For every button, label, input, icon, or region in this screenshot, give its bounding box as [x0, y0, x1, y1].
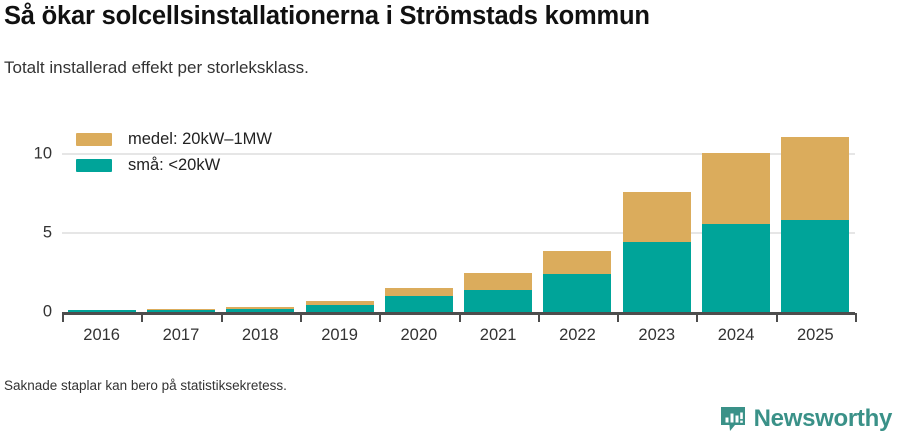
- bar-segment[interactable]: [384, 296, 453, 312]
- x-axis-tick-mark: [855, 313, 857, 322]
- bar-segment[interactable]: [781, 137, 850, 220]
- y-axis-tick-label: 10: [33, 144, 52, 163]
- bar-segment[interactable]: [305, 300, 374, 305]
- bar-segment[interactable]: [305, 304, 374, 312]
- newsworthy-logo-text: Newsworthy: [753, 405, 893, 432]
- x-axis-tick-label: 2024: [717, 326, 755, 344]
- bar-segment[interactable]: [543, 274, 612, 312]
- legend-item-sma[interactable]: små: <20kW: [76, 152, 272, 178]
- bar-segment[interactable]: [543, 250, 612, 275]
- gridline: [62, 153, 855, 155]
- bar-segment[interactable]: [146, 308, 215, 310]
- x-axis-tick-label: 2025: [796, 326, 834, 344]
- legend-swatch-sma: [76, 158, 112, 172]
- bar-segment[interactable]: [464, 290, 533, 312]
- x-axis-tick-label: 2018: [241, 326, 279, 344]
- x-axis-tick-mark: [459, 313, 461, 322]
- x-axis-tick-label: 2023: [638, 326, 676, 344]
- y-axis-tick-label: 5: [42, 223, 52, 242]
- legend-label-sma: små: <20kW: [128, 155, 221, 174]
- x-axis-tick-mark: [300, 313, 302, 322]
- x-axis-tick-mark: [617, 313, 619, 322]
- bar-segment[interactable]: [781, 219, 850, 312]
- page-title: Så ökar solcellsinstallationerna i Ström…: [4, 2, 650, 30]
- bar-segment[interactable]: [622, 191, 691, 242]
- chart-legend: medel: 20kW–1MW små: <20kW: [76, 126, 272, 178]
- bar-segment[interactable]: [702, 153, 771, 225]
- gridline: [62, 232, 855, 234]
- bar-segment[interactable]: [464, 272, 533, 291]
- bar-segment[interactable]: [384, 288, 453, 297]
- x-axis-tick-mark: [62, 313, 64, 322]
- x-axis-tick-label: 2021: [479, 326, 517, 344]
- y-axis-tick-label: 0: [42, 302, 52, 321]
- x-axis-tick-mark: [141, 313, 143, 322]
- x-axis-line: [62, 312, 855, 315]
- page-subtitle: Totalt installerad effekt per storlekskl…: [4, 58, 309, 77]
- x-axis-tick-mark: [696, 313, 698, 322]
- legend-label-medel: medel: 20kW–1MW: [128, 129, 272, 148]
- x-axis-tick-mark: [379, 313, 381, 322]
- bar-segment[interactable]: [226, 308, 295, 312]
- newsworthy-logo[interactable]: Newsworthy: [719, 404, 892, 434]
- bar-segment[interactable]: [622, 241, 691, 312]
- x-axis-tick-label: 2020: [400, 326, 438, 344]
- bar-segment[interactable]: [67, 310, 136, 312]
- x-axis-tick-label: 2019: [321, 326, 358, 344]
- x-axis-tick-label: 2017: [162, 326, 200, 344]
- chart-footnote: Saknade staplar kan bero på statistiksek…: [4, 378, 287, 393]
- x-axis-tick-label: 2016: [83, 326, 120, 344]
- x-axis-tick-mark: [538, 313, 540, 322]
- bar-chart-speech-bubble-icon: [719, 405, 747, 433]
- x-axis-tick-label: 2022: [559, 326, 596, 344]
- bar-segment[interactable]: [702, 224, 771, 312]
- bar-segment[interactable]: [146, 309, 215, 312]
- x-axis-tick-mark: [776, 313, 778, 322]
- legend-swatch-medel: [76, 132, 112, 146]
- legend-item-medel[interactable]: medel: 20kW–1MW: [76, 126, 272, 152]
- bar-segment[interactable]: [226, 307, 295, 309]
- x-axis-tick-mark: [221, 313, 223, 322]
